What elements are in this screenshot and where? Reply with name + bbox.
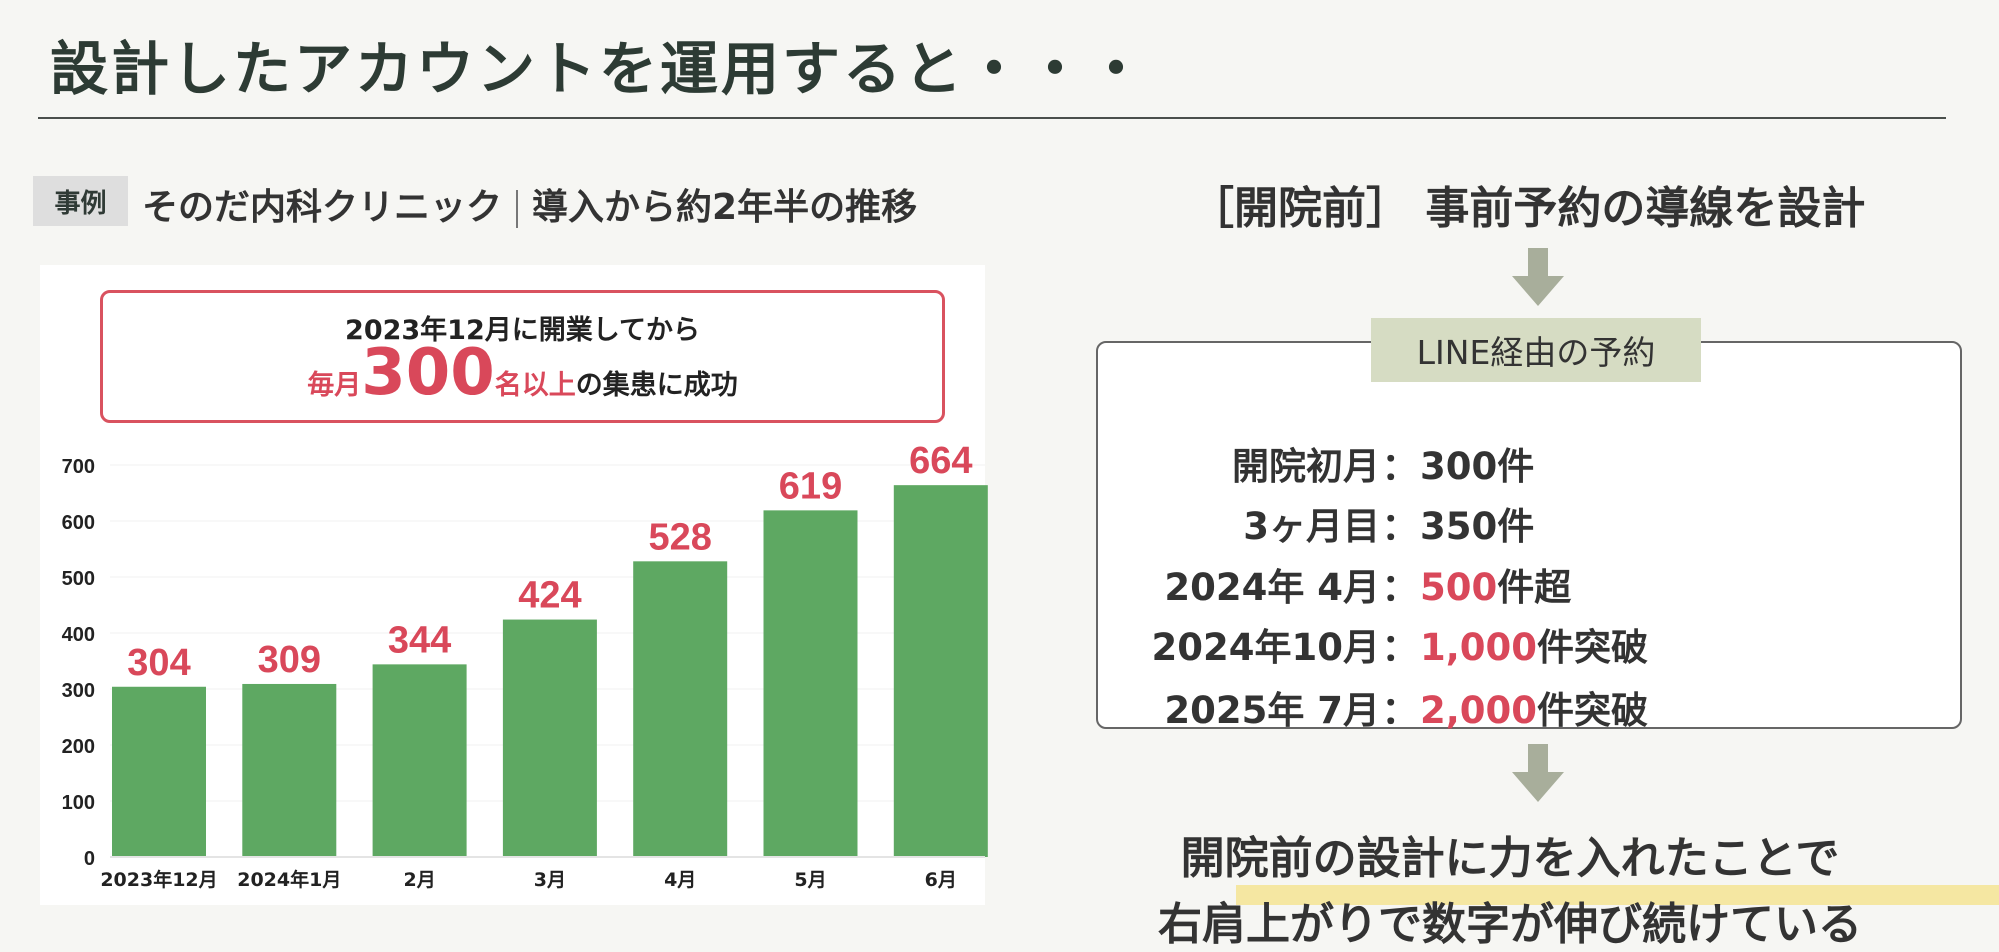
y-tick-label: 500	[62, 568, 95, 590]
arrow-down-icon	[1512, 744, 1564, 802]
reservation-row: 2024年 4月： 500件超	[1110, 557, 1810, 611]
row-period: 2024年10月	[1151, 626, 1380, 669]
row-colon: ：	[1381, 505, 1419, 548]
x-tick-label: 3月	[534, 869, 566, 891]
y-tick-label: 700	[62, 456, 95, 478]
y-tick-label: 300	[62, 680, 95, 702]
reservation-row: 2025年 7月： 2,000件突破	[1110, 680, 1810, 734]
x-tick-label: 2月	[403, 869, 435, 891]
y-tick-label: 100	[62, 792, 95, 814]
bar-value-label: 528	[648, 516, 711, 558]
callout-box: 2023年12月に開業してから 毎月300名以上の集患に成功	[100, 290, 945, 423]
row-period: 2024年 4月	[1164, 566, 1380, 609]
conclusion-line2: 右肩上がりで数字が伸び続けている	[1158, 899, 1862, 950]
bar-value-label: 619	[779, 465, 842, 507]
row-value: 件突破	[1537, 626, 1649, 669]
y-tick-label: 600	[62, 512, 95, 534]
row-highlight-value: 2,000	[1420, 689, 1538, 732]
y-tick-label: 400	[62, 624, 95, 646]
reservation-box	[1096, 341, 1962, 729]
bar-value-label: 424	[518, 575, 581, 617]
y-tick-label: 200	[62, 736, 95, 758]
row-colon: ：	[1381, 566, 1419, 609]
separator	[516, 190, 519, 228]
row-colon: ：	[1381, 626, 1419, 669]
row-colon: ：	[1381, 445, 1419, 488]
bar	[372, 664, 467, 857]
callout-prefix: 毎月	[307, 370, 362, 401]
conclusion-line1: 開院前の設計に力を入れたことで	[1180, 833, 1840, 884]
bar	[112, 686, 206, 857]
case-chip: 事例	[33, 176, 128, 226]
x-tick-label: 2023年12月	[100, 868, 217, 891]
row-value: 件突破	[1537, 689, 1649, 732]
bar-value-label: 664	[909, 440, 972, 482]
bar-value-label: 344	[388, 619, 451, 661]
callout-line2: 毎月300名以上の集患に成功	[103, 341, 942, 405]
section-heading: ［開院前］ 事前予約の導線を設計	[1190, 183, 1866, 234]
x-tick-label: 2024年1月	[237, 868, 341, 891]
callout-rest: の集患に成功	[575, 370, 738, 401]
clinic-name: そのだ内科クリニック	[142, 187, 503, 228]
bar-value-label: 304	[127, 642, 190, 684]
bar	[763, 510, 858, 857]
callout-big-number: 300	[361, 336, 495, 410]
row-period: 3ヶ月目	[1243, 505, 1380, 548]
x-tick-label: 6月	[925, 869, 957, 891]
row-highlight-value: 1,000	[1420, 626, 1538, 669]
callout-suffix: 名以上	[494, 370, 576, 401]
row-period: 2025年 7月	[1164, 689, 1380, 732]
row-period: 開院初月	[1232, 445, 1380, 488]
highlight-marker	[1236, 885, 1999, 905]
x-tick-label: 5月	[794, 869, 826, 891]
reservation-row: 2024年10月： 1,000件突破	[1110, 617, 1810, 671]
row-value: 300件	[1420, 445, 1535, 488]
reservation-row: 3ヶ月目： 350件	[1110, 496, 1810, 550]
page-title: 設計したアカウントを運用すると・・・	[50, 35, 1149, 103]
callout-line1: 2023年12月に開業してから	[345, 315, 700, 346]
y-tick-label: 0	[84, 848, 95, 870]
row-value: 件超	[1497, 566, 1572, 609]
row-colon: ：	[1381, 689, 1419, 732]
bar	[502, 619, 597, 857]
case-subtitle: そのだ内科クリニック 導入から約2年半の推移	[142, 178, 917, 230]
bar-value-label: 309	[258, 639, 321, 681]
bar	[242, 683, 337, 857]
title-divider	[38, 117, 1946, 119]
bar	[893, 485, 988, 857]
arrow-down-icon	[1512, 248, 1564, 306]
bar-chart: 0 100 200 300 400 500 600 700 304 2023年12月 309 2024…	[62, 440, 988, 891]
row-value: 350件	[1420, 505, 1535, 548]
reservation-row: 開院初月： 300件	[1110, 436, 1810, 490]
row-highlight-value: 500	[1420, 566, 1498, 609]
bar	[633, 561, 728, 857]
x-tick-label: 4月	[664, 869, 696, 891]
period-text: 導入から約2年半の推移	[532, 187, 918, 228]
reservation-box-label: LINE経由の予約	[1371, 318, 1701, 382]
